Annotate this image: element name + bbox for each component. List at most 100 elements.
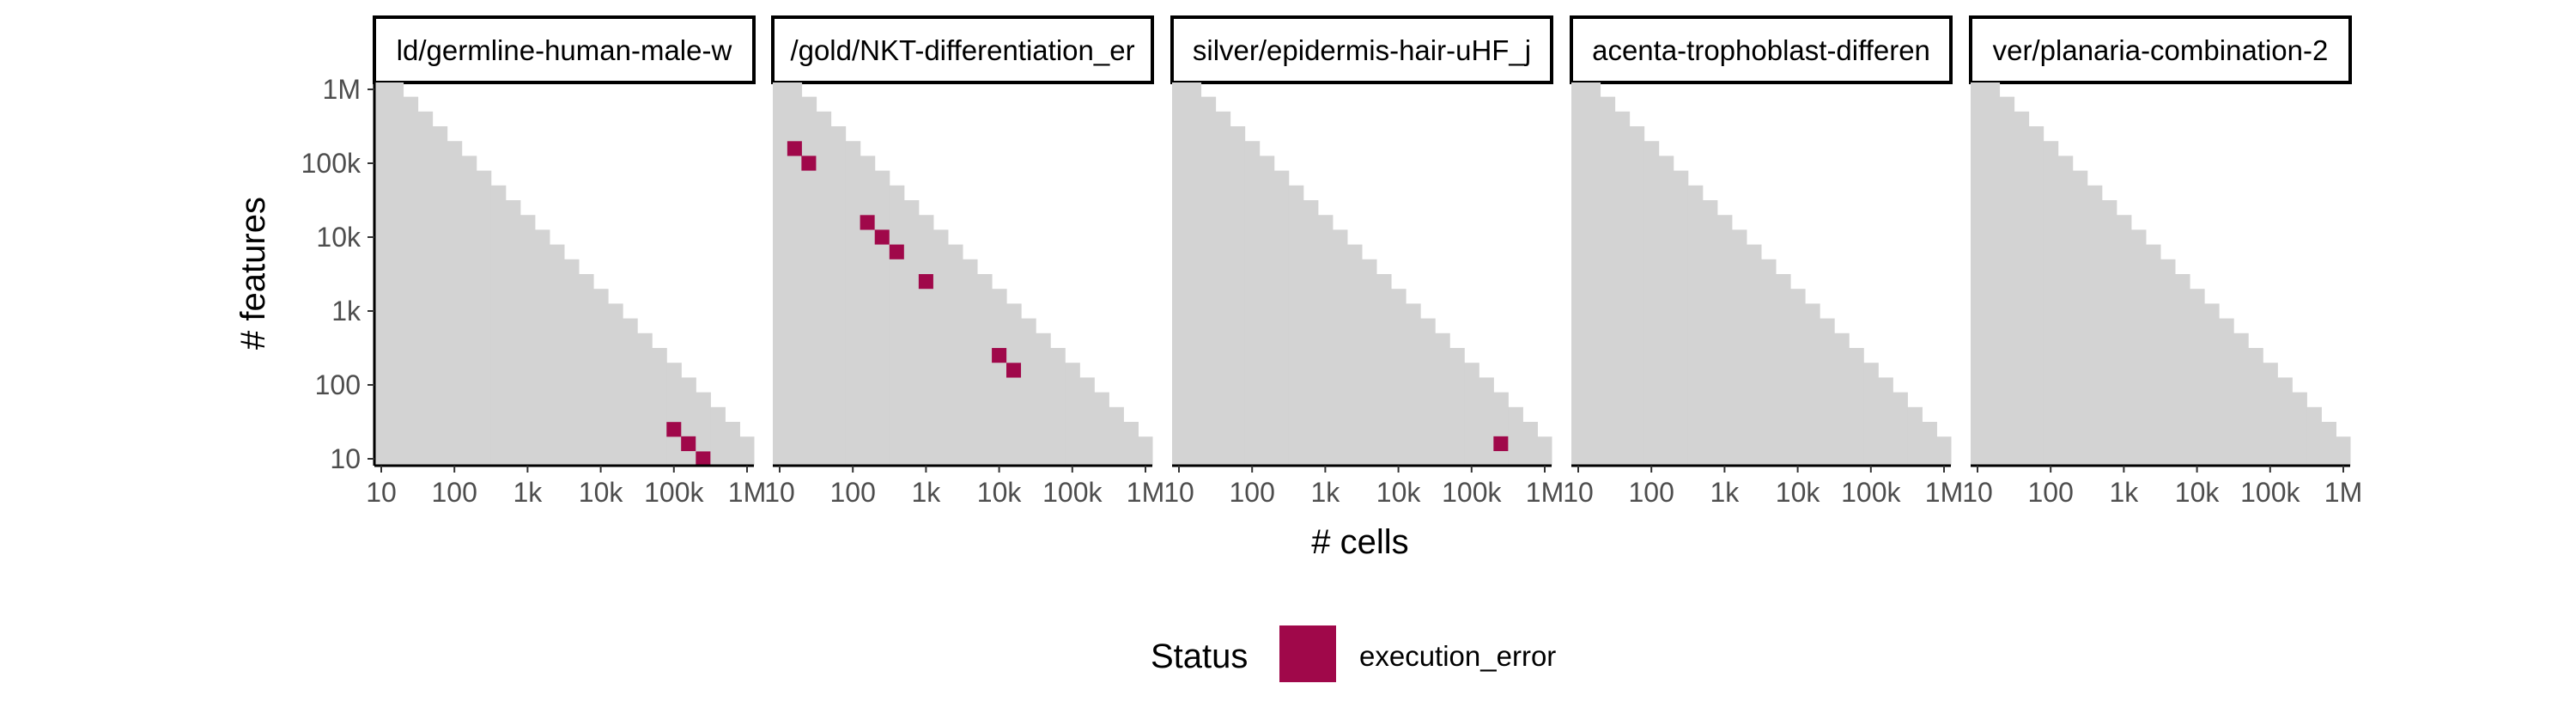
- background-bin-column: [1036, 332, 1051, 466]
- x-tick-label: 100k: [1442, 477, 1502, 508]
- background-bin-column: [490, 185, 507, 467]
- background-bin-column: [1600, 96, 1616, 466]
- facet-panel: /gold/NKT-differentiation_er 10 100 1k 10k 10…: [764, 15, 1164, 508]
- background-bin-column: [1079, 377, 1095, 466]
- background-bin-column: [2248, 348, 2263, 466]
- x-tick-label: 1k: [1311, 477, 1341, 508]
- background-bin-column: [1449, 348, 1465, 466]
- background-bin-column: [963, 259, 978, 466]
- background-bin-column: [933, 229, 949, 466]
- background-bin-column: [1464, 363, 1479, 466]
- background-bin-column: [1435, 332, 1450, 466]
- background-bin-column: [2072, 170, 2088, 466]
- background-bin-column: [1643, 141, 1660, 466]
- facet-panel: acenta-trophoblast-differen 10 100 1k 10k 100…: [1563, 15, 1963, 508]
- background-bin-column: [1614, 111, 1631, 467]
- background-bin-column: [801, 96, 817, 466]
- facet-strip-label: acenta-trophoblast-differen: [1592, 34, 1930, 66]
- facet-strip: [1170, 15, 1553, 84]
- y-axis-label: # features: [234, 197, 272, 350]
- legend-item-label: execution_error: [1359, 640, 1556, 672]
- background-bin-column: [1922, 422, 1937, 466]
- background-bin-column: [1215, 111, 1231, 467]
- background-bin-column: [710, 406, 726, 466]
- error-cell: [696, 451, 711, 467]
- background-bin-column: [1571, 82, 1587, 466]
- background-bin-column: [1138, 436, 1153, 466]
- background-bin-column: [2057, 156, 2074, 466]
- background-bin-column: [447, 141, 463, 466]
- x-tick-label: 100: [1629, 477, 1674, 508]
- y-tick-label: 100k: [301, 148, 361, 179]
- background-bin-column: [1687, 185, 1704, 467]
- background-bin-column: [2160, 259, 2176, 466]
- background-bin-column: [992, 289, 1007, 466]
- background-bin-column: [1673, 170, 1689, 466]
- facet-strip-label: ver/planaria-combination-2: [1993, 34, 2329, 66]
- background-bin-column: [2292, 392, 2307, 466]
- background-bin-column: [2204, 303, 2220, 466]
- background-bin-column: [2336, 436, 2351, 466]
- background-bin-column: [1200, 96, 1217, 466]
- background-bin-column: [1776, 274, 1791, 466]
- background-bin-column: [1629, 126, 1645, 466]
- background-bin-column: [549, 244, 565, 466]
- background-bin-column: [593, 289, 609, 466]
- error-cell: [1493, 436, 1509, 452]
- background-bin-column: [1050, 348, 1066, 466]
- x-tick-label: 1k: [1710, 477, 1741, 508]
- x-tick-label: 1M: [728, 477, 766, 508]
- background-bin-column: [1805, 303, 1820, 466]
- facet-panel: silver/epidermis-hair-uHF_j 10 100 1k 10k 100…: [1163, 15, 1564, 508]
- background-bin-column: [2175, 274, 2190, 466]
- facet-strip-label: /gold/NKT-differentiation_er: [790, 34, 1134, 66]
- x-tick-label: 1M: [1127, 477, 1164, 508]
- error-cell: [666, 422, 682, 437]
- facet-strip: [373, 15, 756, 84]
- background-bin-column: [1021, 318, 1036, 466]
- background-bin-column: [652, 348, 667, 466]
- background-bin-column: [1094, 392, 1109, 466]
- background-bin-column: [1006, 303, 1022, 466]
- background-bin-column: [1746, 244, 1762, 466]
- background-bin-column: [534, 229, 550, 466]
- background-bin-column: [1109, 406, 1124, 466]
- background-bin-column: [505, 200, 521, 466]
- background-bin-column: [564, 259, 580, 466]
- error-cell: [860, 215, 875, 230]
- background-bin-column: [1479, 377, 1494, 466]
- background-bin-column: [773, 82, 788, 466]
- background-bin-column: [1186, 82, 1202, 466]
- x-tick-label: 100: [432, 477, 477, 508]
- error-cell: [918, 274, 933, 290]
- background-bin-column: [1406, 303, 1421, 466]
- background-bin-column: [830, 126, 847, 466]
- background-bin-column: [1391, 289, 1406, 466]
- facet-panel: ver/planaria-combination-2 10 100 1k 10k 100k…: [1962, 15, 2362, 508]
- x-tick-label: 10k: [1776, 477, 1821, 508]
- x-tick-label: 10: [366, 477, 397, 508]
- facet-strip: [771, 15, 1154, 84]
- error-cell: [1006, 363, 1022, 378]
- background-bin-column: [1984, 82, 2001, 466]
- background-bin-column: [1834, 332, 1850, 466]
- background-bin-column: [1716, 215, 1733, 466]
- background-bin-column: [816, 111, 832, 467]
- background-bin-column: [1230, 126, 1246, 466]
- background-bin-column: [1820, 318, 1835, 466]
- background-bin-column: [1658, 156, 1674, 466]
- background-bin-column: [787, 82, 803, 466]
- background-bin-column: [1537, 436, 1552, 466]
- background-bin-column: [1849, 348, 1864, 466]
- x-tick-label: 100: [2028, 477, 2074, 508]
- background-bin-column: [2101, 200, 2117, 466]
- background-bin-column: [2190, 289, 2205, 466]
- background-bin-column: [1123, 422, 1139, 466]
- x-tick-label: 10: [1563, 477, 1594, 508]
- background-bin-column: [1893, 392, 1908, 466]
- background-bin-column: [1332, 229, 1348, 466]
- background-bin-column: [739, 436, 755, 466]
- x-tick-label: 10k: [977, 477, 1023, 508]
- background-bin-column: [1761, 259, 1777, 466]
